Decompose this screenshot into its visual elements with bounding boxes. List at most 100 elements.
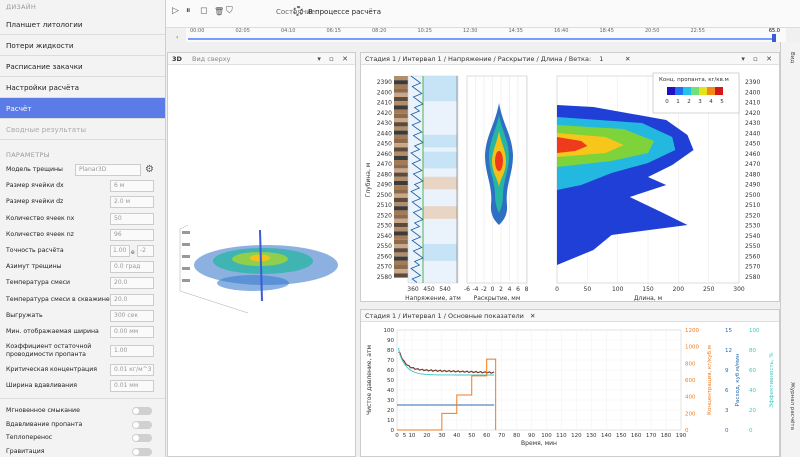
param-label: Размер ячейки dz — [6, 198, 64, 206]
branch-value[interactable]: 1 — [599, 55, 604, 63]
main-indicators-chart[interactable]: 0 5 10 20 30 40 50 60 70 80 90 100 110 120 130 140 150 16… — [361, 322, 781, 457]
legend-tick: 1 — [676, 99, 680, 105]
nav-item-3[interactable]: Настройки расчёта — [0, 77, 165, 98]
param-input[interactable]: 0.01 кг/м^3 — [110, 364, 154, 377]
eff-tick: 20 — [749, 408, 756, 414]
time-tick: 190 — [676, 433, 687, 439]
nav-item-1[interactable]: Потери жидкости — [0, 35, 165, 56]
stress-track — [407, 75, 459, 284]
time-tick: 160 — [631, 433, 642, 439]
legend-tick: 3 — [698, 99, 702, 105]
tab-3d[interactable]: 3D — [172, 55, 182, 63]
toggle-label: Теплоперенос — [6, 434, 53, 442]
fracture-model-select[interactable]: Planar3D — [75, 164, 141, 176]
param-label: Модель трещины — [6, 166, 63, 173]
rail-log-tab[interactable]: Журнал расчёта — [789, 382, 795, 430]
legend-title: Конц. пропанта, кг/кв.м — [659, 77, 729, 83]
param-label: Температура смеси — [6, 279, 71, 287]
depth-tick-right: 2430 — [745, 120, 760, 127]
pressure-tick: 60 — [387, 368, 394, 374]
panel-3d-controls[interactable]: ▾ ▫ ✕ — [317, 55, 351, 63]
opening-tick: -4 — [473, 286, 479, 293]
rail-view-tab[interactable]: Вид — [789, 52, 795, 64]
timeline[interactable]: 00:00 02:05 04:10 06:15 08:20 10:25 12:30 14:35… — [176, 28, 786, 42]
logs-panel-controls[interactable]: ▾ ▫ ✕ — [741, 55, 775, 63]
time-tick: 90 — [528, 433, 535, 439]
gear-icon[interactable]: ⚙ — [145, 164, 154, 175]
fracture-3d-view[interactable] — [168, 65, 357, 457]
trash-icon[interactable]: 🗑 — [214, 7, 225, 16]
depth-tick-left: 2450 — [377, 141, 392, 148]
param-input[interactable]: 6 м — [110, 180, 154, 193]
time-tick: 120 — [571, 433, 582, 439]
toggle-switch[interactable] — [132, 434, 152, 443]
opening-tick: 4 — [508, 286, 512, 293]
time-tick: 80 — [513, 433, 520, 439]
timeline-tick: 18:45 — [599, 28, 614, 34]
sidebar: ДИЗАЙН Планшет литологии Потери жидкости Р… — [0, 0, 166, 457]
param-input[interactable]: 50 — [110, 212, 154, 225]
stress-tick: 540 — [439, 286, 451, 293]
param-label: Количество ячеек nz — [6, 230, 74, 238]
nav-item-0[interactable]: Планшет литологии — [0, 14, 165, 35]
time-tick: 0 — [395, 433, 399, 439]
depth-tick-left: 2420 — [377, 110, 392, 117]
stop-icon[interactable]: ◻ — [200, 6, 208, 16]
param-row: Азимут трещины 0.0 град — [0, 259, 165, 275]
nav-item-2[interactable]: Расписание закачки — [0, 56, 165, 77]
timeline-left-arrow[interactable]: ‹ — [176, 34, 179, 41]
param-row: Мин. отображаемая ширина 0.00 мм — [0, 324, 165, 340]
tab-top-view[interactable]: Вид сверху — [192, 55, 231, 63]
stress-tick: 360 — [407, 286, 419, 293]
logs-panel: Стадия 1 / Интервал 1 / Напряжение / Рас… — [360, 52, 780, 302]
pressure-tick: 10 — [387, 418, 394, 424]
depth-tick-right: 2490 — [745, 182, 760, 189]
timeline-tick: 20:50 — [645, 28, 660, 34]
time-tick: 70 — [498, 433, 505, 439]
timeline-handle[interactable] — [772, 34, 776, 42]
nav-item-5[interactable]: Сводные результаты — [0, 119, 165, 140]
param-input[interactable]: 0.01 мм — [110, 380, 154, 393]
filter-icon[interactable]: ⛉ — [226, 6, 233, 16]
toggle-switch[interactable] — [132, 407, 152, 416]
accuracy-exp-input[interactable]: -2 — [137, 244, 154, 257]
opening-tick: -6 — [464, 286, 470, 293]
time-tick: 130 — [586, 433, 597, 439]
time-axis-label: Время, мин — [521, 440, 557, 447]
eff-tick: 60 — [749, 368, 756, 374]
param-label: Точность расчёта — [6, 246, 64, 254]
eff-tick: 80 — [749, 348, 756, 354]
timeline-current: 65.0 — [768, 28, 780, 34]
main-panel-close-icon[interactable]: ✕ — [530, 312, 536, 320]
length-tick: 300 — [733, 286, 745, 293]
param-input[interactable]: 96 — [110, 228, 154, 241]
timeline-tick: 16:40 — [554, 28, 569, 34]
param-row: Размер ячейки dz 2.0 м — [0, 194, 165, 210]
toggle-switch[interactable] — [132, 420, 152, 429]
nav-item-4[interactable]: Расчёт — [0, 98, 165, 119]
conc-axis-label: Концентрация, кг/куб.м — [707, 345, 713, 415]
accuracy-mantissa-input[interactable]: 1.00 — [110, 244, 130, 257]
efficiency-curve — [398, 347, 495, 376]
legend-tick: 0 — [665, 99, 669, 105]
param-input[interactable]: 0.00 мм — [110, 325, 154, 338]
param-input[interactable]: 20.0 — [110, 277, 154, 290]
length-tick: 250 — [703, 286, 715, 293]
depth-tick-right: 2530 — [745, 223, 760, 230]
branch-close-icon[interactable]: ✕ — [625, 55, 631, 63]
pressure-tick: 50 — [387, 378, 394, 384]
time-tick: 110 — [556, 433, 567, 439]
toggle-switch[interactable] — [132, 447, 152, 456]
pressure-tick: 30 — [387, 398, 394, 404]
depth-tick-right: 2400 — [745, 89, 760, 96]
param-input[interactable]: 300 сек — [110, 309, 154, 322]
param-input[interactable]: 20.0 — [110, 293, 154, 306]
play-icon[interactable]: ▷ — [172, 6, 179, 16]
param-input[interactable]: 0.0 град — [110, 261, 154, 274]
rate-tick: 6 — [725, 388, 729, 394]
param-input[interactable]: 1.00 — [110, 345, 154, 358]
pause-icon[interactable]: ⏸ — [186, 6, 191, 16]
param-input[interactable]: 2.0 м — [110, 196, 154, 209]
param-label: Ширина вдавливания — [6, 382, 77, 390]
